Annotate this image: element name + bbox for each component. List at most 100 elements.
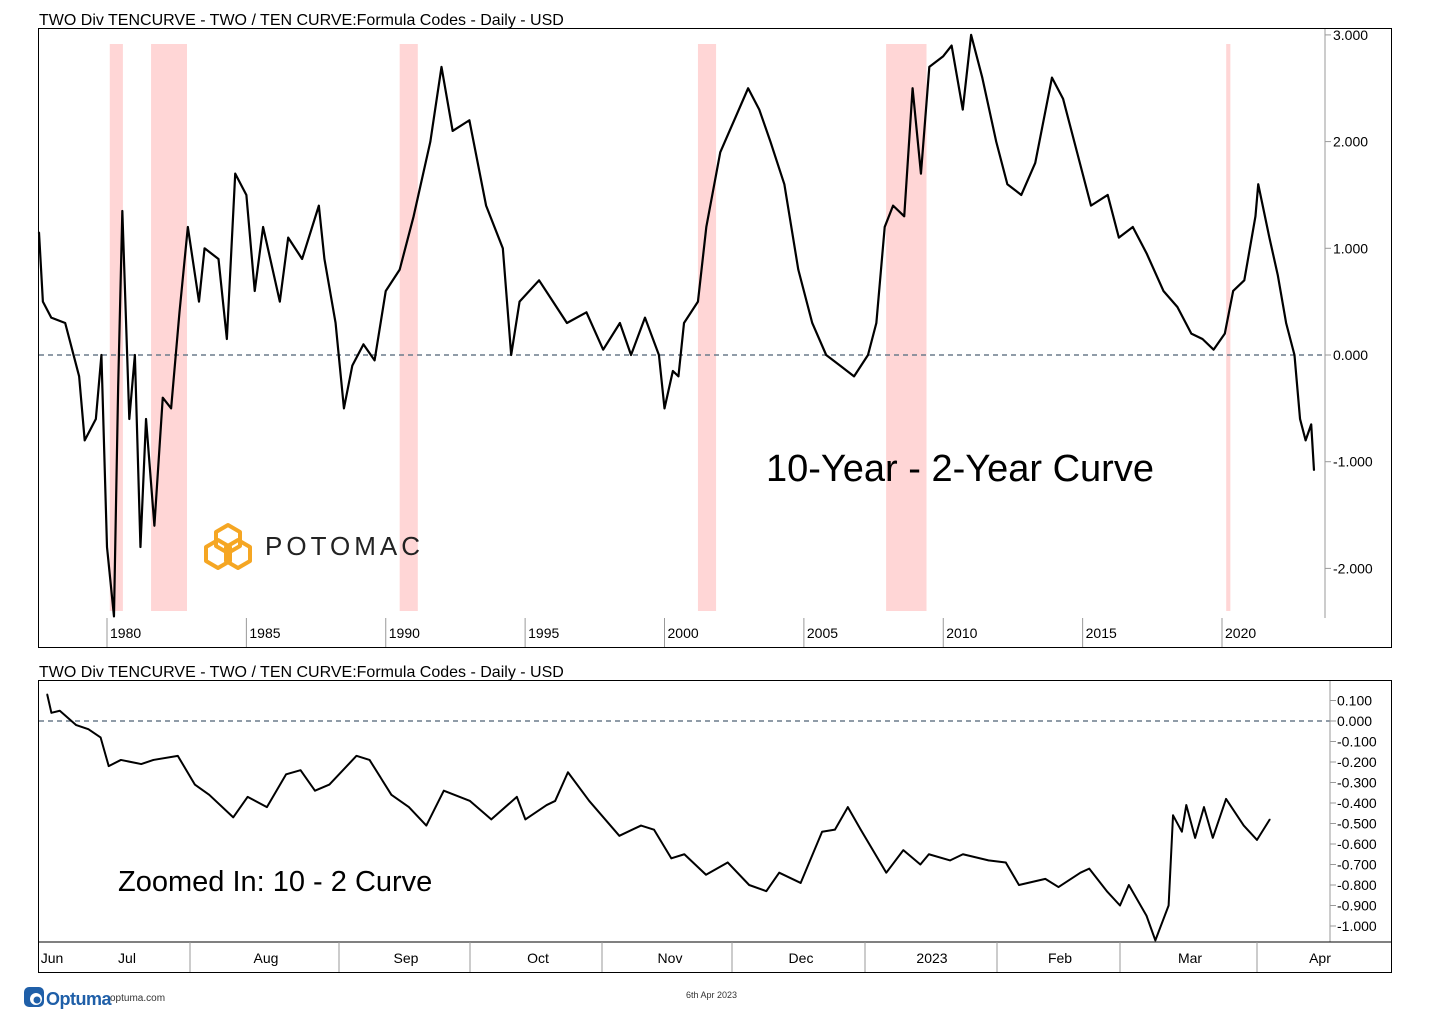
data-point [246, 796, 249, 798]
y-tick-label: -0.900 [1337, 898, 1377, 914]
x-tick-label: 1985 [249, 625, 280, 641]
data-point [1232, 290, 1234, 292]
data-point [554, 800, 556, 802]
data-point [619, 322, 621, 324]
x-tick-label: 2000 [668, 625, 699, 641]
y-tick-label: -0.400 [1337, 795, 1377, 811]
data-point [226, 338, 228, 340]
data-point [670, 857, 673, 860]
data-point [194, 783, 196, 786]
data-point [1018, 884, 1020, 886]
y-tick-label: 0.100 [1337, 693, 1372, 709]
data-point [187, 226, 189, 228]
data-point [1057, 886, 1060, 888]
x-tick-label: 1980 [110, 625, 141, 641]
data-point [883, 226, 886, 228]
data-point [1242, 824, 1245, 827]
data-point [1088, 867, 1091, 870]
data-point [1034, 162, 1037, 164]
data-point [262, 226, 264, 228]
x-tick-label: Jun [41, 950, 64, 966]
potomac-logo-icon [204, 523, 252, 570]
data-point [919, 863, 922, 866]
data-point [134, 354, 136, 356]
data-point [502, 247, 504, 250]
y-tick-label: -1.000 [1337, 918, 1377, 934]
data-point [38, 231, 40, 234]
optuma-logo: Optuma [24, 987, 113, 1009]
data-point [368, 759, 371, 761]
data-point [1256, 839, 1258, 841]
data-point [987, 859, 990, 862]
data-point [161, 396, 164, 399]
data-point [279, 300, 281, 303]
series-line [37, 33, 1316, 618]
data-point [1044, 878, 1047, 880]
data-point [440, 66, 443, 68]
data-point [469, 800, 471, 802]
data-point [1062, 98, 1064, 100]
data-point [683, 853, 686, 856]
bottom-annotation: Zoomed In: 10 - 2 Curve [118, 866, 432, 898]
data-point [769, 140, 772, 143]
data-point [1076, 151, 1078, 154]
data-point [726, 861, 729, 864]
data-point [75, 724, 77, 726]
data-point [153, 524, 156, 527]
data-point [545, 804, 548, 806]
data-point [178, 311, 181, 314]
data-point [425, 824, 428, 827]
data-point [59, 709, 61, 712]
data-point [373, 359, 376, 362]
data-point [328, 783, 331, 786]
data-point [334, 322, 337, 324]
data-point [825, 354, 827, 356]
data-point [128, 418, 131, 420]
y-tick-label: -0.800 [1337, 877, 1377, 893]
data-point [390, 794, 393, 796]
data-point [362, 343, 365, 346]
optuma-site-link[interactable]: optuma.com [110, 993, 165, 1004]
data-point [867, 354, 869, 356]
data-point [538, 279, 540, 282]
bottom-chart-title: TWO Div TENCURVE - TWO / TEN CURVE:Formu… [39, 664, 564, 681]
recession-band [151, 44, 188, 611]
data-point [518, 300, 521, 303]
data-point [490, 818, 493, 821]
recession-band [109, 44, 123, 611]
data-point [733, 119, 735, 122]
data-point [1203, 806, 1205, 808]
data-point [78, 375, 80, 378]
y-tick-label: -2.000 [1333, 560, 1373, 576]
data-point [408, 806, 410, 808]
data-point [451, 130, 454, 132]
data-point [1118, 236, 1120, 239]
data-point [797, 268, 800, 271]
potomac-logo: POTOMAC [204, 523, 420, 570]
data-point [683, 322, 685, 324]
data-point [1299, 418, 1301, 420]
data-point [567, 771, 569, 774]
data-point [799, 882, 802, 884]
data-point [644, 316, 646, 319]
data-point [970, 34, 972, 36]
data-point [618, 835, 621, 837]
data-point [903, 215, 906, 218]
data-point [1051, 76, 1053, 79]
data-point [245, 194, 248, 196]
data-point [50, 712, 53, 714]
data-point [1106, 890, 1108, 892]
x-tick-label: Jul [118, 950, 136, 966]
data-point [602, 348, 604, 351]
data-point [748, 884, 750, 886]
data-point [314, 789, 316, 792]
data-point [1176, 306, 1179, 308]
data-point [719, 151, 722, 154]
data-point [705, 226, 708, 228]
data-point [1190, 332, 1193, 335]
data-point [285, 773, 287, 776]
y-tick-label: -1.000 [1333, 454, 1373, 470]
data-point [1006, 183, 1009, 186]
data-point [42, 300, 44, 303]
data-point [552, 300, 554, 303]
